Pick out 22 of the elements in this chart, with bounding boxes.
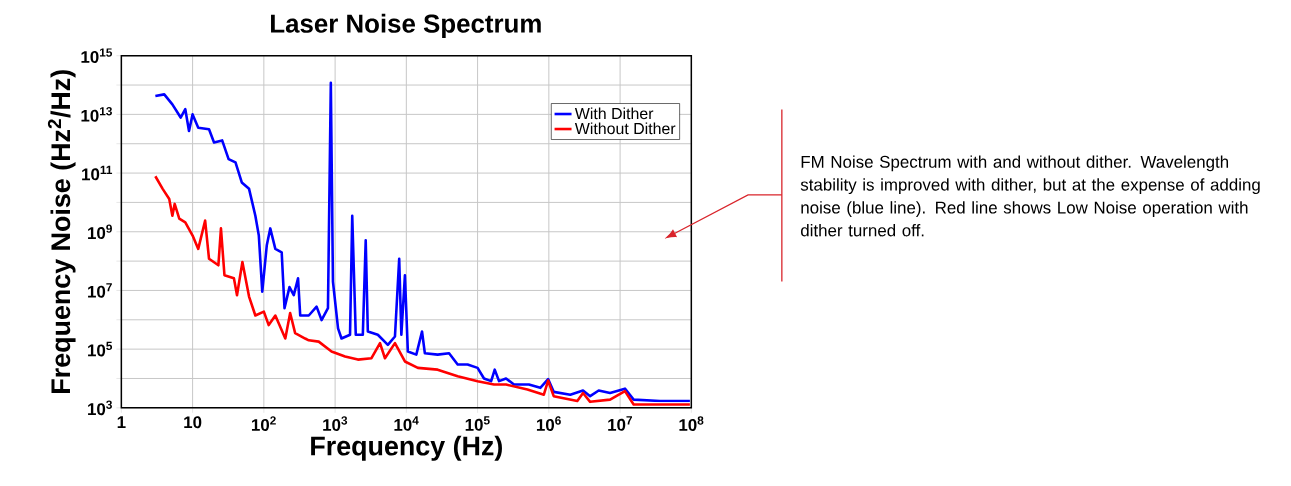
x-tick-label: 10$^{2}$ [251, 416, 276, 431]
legend-label: With Dither [574, 107, 654, 119]
x-tick-label: 10$^{6}$ [536, 416, 561, 431]
y-tick-label: 10$^{7}$ [88, 282, 112, 298]
text: FM Noise Spectrum with and without dither. Wavelength stability is improved with dither, but at the expense of adding noise (blue line). Red line shows Low Noise operation with dither turned off. [800, 155, 1260, 237]
y-tick-label: 10$^{13}$ [81, 106, 112, 122]
y-tick-label: 10$^{15}$ [81, 48, 113, 63]
x-tick-label: 10$^{5}$ [465, 416, 490, 431]
y-tick-label: 10$^{9}$ [88, 224, 112, 239]
x-tick-label: 10$^{8}$ [679, 416, 704, 431]
x-tick-label: 10$^{7}$ [608, 416, 633, 431]
x-tick-label: 10$^{3}$ [323, 416, 348, 431]
x-tick-label: 1 [117, 416, 126, 428]
y-tick-label: 10$^{11}$ [82, 165, 113, 181]
chart-title: Laser Noise Spectrum [271, 13, 541, 38]
y-tick-label: 10$^{5}$ [88, 341, 113, 357]
legend-label: Without Dither [574, 122, 676, 135]
y-tick-label: 10$^{3}$ [88, 400, 112, 415]
x-tick-label: 10 [184, 416, 202, 429]
x-axis-title: Frequency (Hz) [311, 435, 502, 461]
y-axis-title: Frequency Noise (Hz$^{2}$/Hz) [47, 69, 76, 393]
x-tick-label: 10$^{4}$ [394, 416, 419, 431]
